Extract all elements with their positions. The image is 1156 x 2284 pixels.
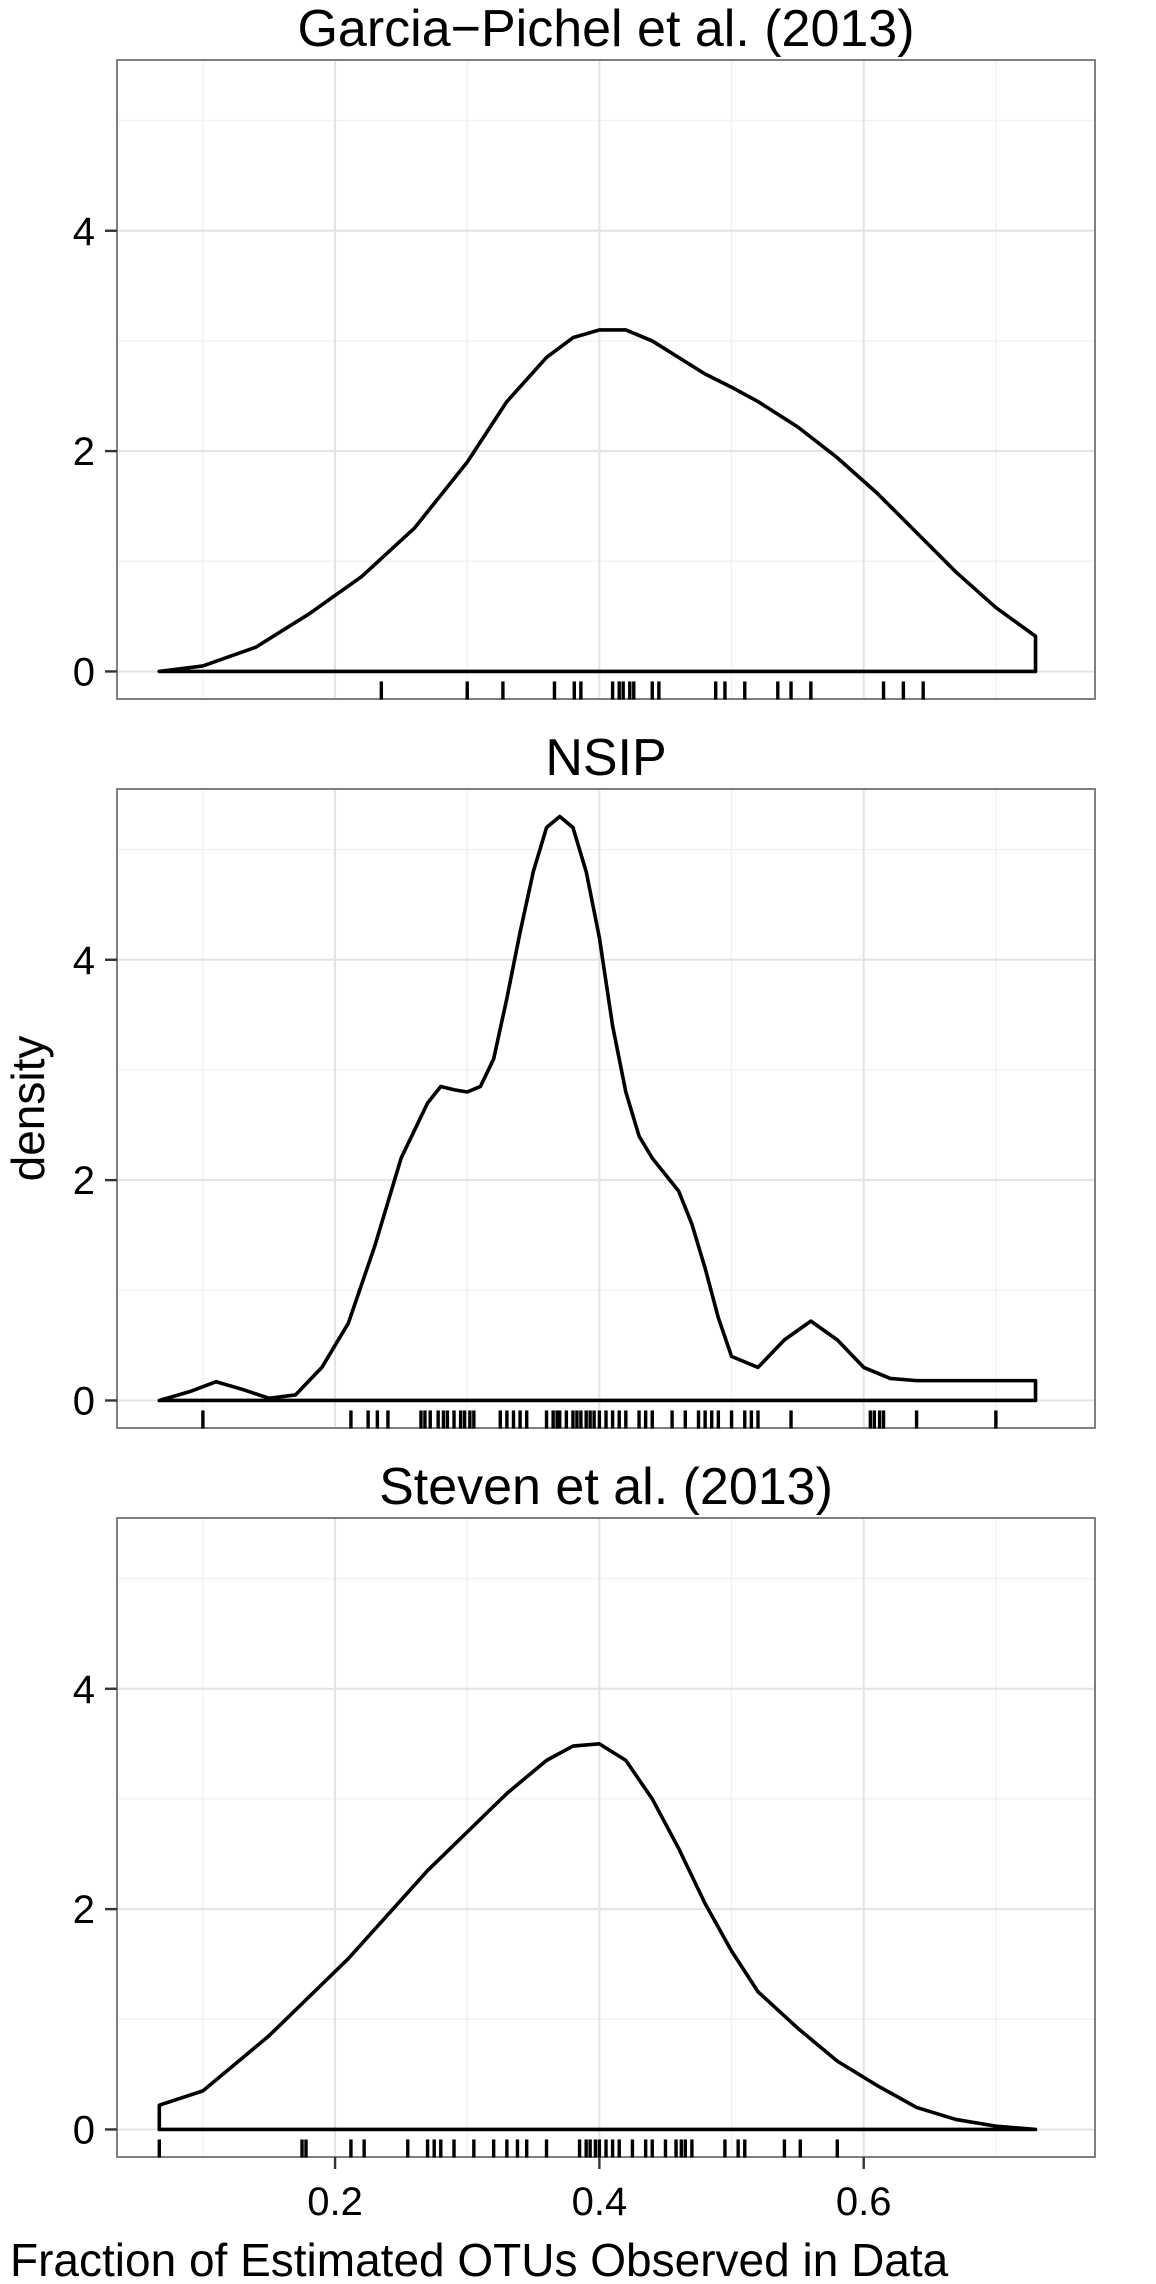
y-tick-label: 2 xyxy=(73,430,95,474)
panel-background xyxy=(116,59,1096,700)
density-curve xyxy=(157,814,1038,1403)
density-curve xyxy=(157,1742,1038,2132)
density-curve xyxy=(157,328,1038,674)
y-tick-label: 0 xyxy=(73,1379,95,1423)
y-tick-label: 4 xyxy=(73,1668,95,1712)
panel-title: Garcia−Pichel et al. (2013) xyxy=(297,0,914,58)
panel-3: 0 2 4 Steven et al. (2013) 0.2 0.4 0.6 Fraction… xyxy=(10,1458,1096,2284)
y-tick-label: 2 xyxy=(73,1888,95,1932)
y-tick-label: 0 xyxy=(73,2108,95,2152)
y-tick-label: 4 xyxy=(73,939,95,983)
panel-background xyxy=(116,1517,1096,2158)
y-tick-label: 0 xyxy=(73,650,95,694)
panel-background xyxy=(116,788,1096,1429)
panel-title: Steven et al. (2013) xyxy=(379,1458,833,1516)
x-axis-title: Fraction of Estimated OTUs Observed in D… xyxy=(10,2234,949,2284)
panel-frame xyxy=(116,59,1096,700)
y-axis-title: density xyxy=(2,1036,54,1182)
y-tick-label: 4 xyxy=(73,210,95,254)
x-tick-label: 0.2 xyxy=(307,2180,363,2224)
x-tick-label: 0.4 xyxy=(572,2180,628,2224)
panel-2: 0 2 4 NSIP density xyxy=(2,729,1096,1429)
panel-title: NSIP xyxy=(545,729,666,787)
panel-1: 0 2 4 Garcia−Pichel et al. (2013) xyxy=(73,0,1096,700)
x-tick-label: 0.6 xyxy=(836,2180,892,2224)
y-tick-label: 2 xyxy=(73,1159,95,1203)
